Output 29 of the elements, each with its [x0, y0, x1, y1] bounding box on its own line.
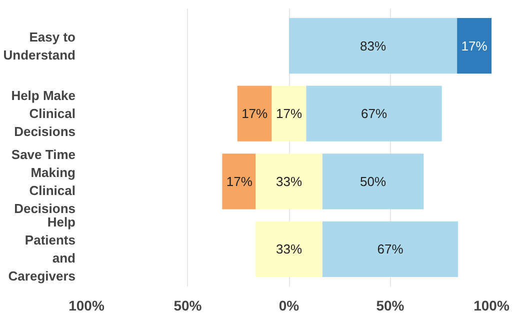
data-label: 17%: [461, 38, 488, 54]
x-tick-label: 50%: [174, 298, 202, 314]
bar: [457, 18, 492, 74]
bar: [322, 154, 424, 210]
data-label: 17%: [226, 174, 253, 189]
bar: [289, 18, 458, 74]
y-tick-label: Help Make Clinical Decisions: [11, 88, 76, 140]
x-tick-label: 50%: [376, 298, 405, 314]
data-label: 33%: [276, 174, 302, 189]
x-tick-label: 0%: [278, 298, 300, 314]
bar: [237, 86, 272, 142]
y-tick-label: Save Time Making Clinical Decisions: [11, 146, 76, 216]
data-label: 50%: [360, 174, 386, 189]
bar: [256, 221, 322, 278]
y-tick-label: Easy to Understand: [3, 29, 76, 62]
bar: [256, 154, 322, 210]
data-label: 33%: [276, 242, 302, 257]
data-label: 17%: [242, 106, 268, 122]
x-tick-label: 100%: [68, 298, 105, 314]
data-label: 67%: [377, 242, 404, 257]
x-tick-label: 100%: [474, 298, 510, 314]
bar: [322, 221, 458, 278]
bar: [222, 154, 257, 210]
bar: [306, 86, 442, 142]
y-tick-label: Help Patients and Caregivers: [8, 214, 76, 284]
bar: [272, 86, 306, 142]
data-label: 17%: [276, 106, 302, 122]
data-label: 67%: [361, 106, 388, 122]
data-label: 83%: [360, 38, 386, 54]
